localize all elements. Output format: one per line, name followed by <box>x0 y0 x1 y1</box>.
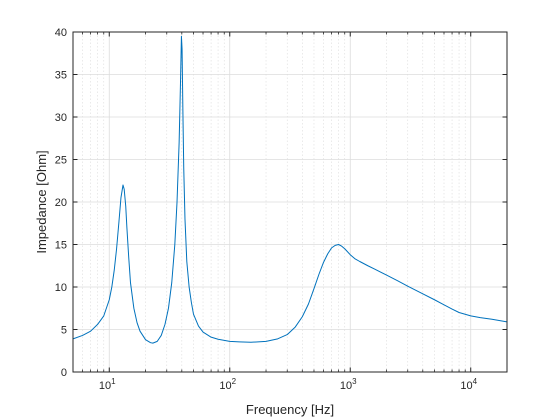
y-tick-label: 10 <box>55 282 67 294</box>
y-axis-label: Impedance [Ohm] <box>34 150 49 253</box>
y-tick-label: 40 <box>55 27 67 39</box>
x-tick-label: 103 <box>340 377 357 392</box>
x-tick-label: 102 <box>219 377 236 392</box>
tick-marks <box>73 31 507 373</box>
y-tick-label: 20 <box>55 197 67 209</box>
x-tick-label: 101 <box>99 377 116 392</box>
y-tick-label: 0 <box>61 367 67 379</box>
series-layer <box>72 35 508 344</box>
x-axis-label: Frequency [Hz] <box>246 402 334 417</box>
y-tick-label: 5 <box>61 325 67 337</box>
grid-lines <box>73 32 507 372</box>
tick-labels: 101 102 103 104 0 5 10 15 20 25 30 35 40 <box>55 27 478 392</box>
series-line-1 <box>72 35 508 344</box>
x-tick-label: 104 <box>460 377 477 392</box>
y-tick-label: 35 <box>55 70 67 82</box>
y-tick-label: 30 <box>55 112 67 124</box>
y-tick-label: 25 <box>55 155 67 167</box>
y-tick-label: 15 <box>55 240 67 252</box>
